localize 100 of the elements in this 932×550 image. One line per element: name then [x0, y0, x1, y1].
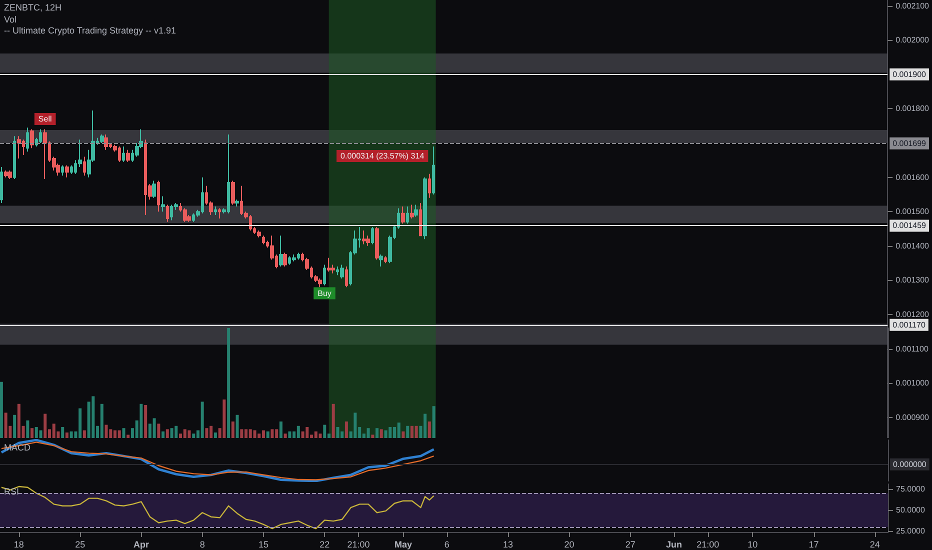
- y-tick-label: 0.001400: [896, 241, 930, 250]
- candlestick: [432, 146, 435, 195]
- bar: [44, 414, 47, 438]
- bar: [253, 430, 256, 438]
- candlestick: [166, 204, 169, 222]
- x-tick-label: 6: [444, 540, 450, 550]
- y-tick-label: 0.001500: [896, 207, 930, 216]
- candlestick: [83, 156, 86, 176]
- annotation: Buy: [318, 288, 332, 298]
- candlestick: [371, 226, 374, 245]
- y-tick-label: 0.001600: [896, 172, 930, 182]
- candlestick: [8, 170, 12, 180]
- x-tick-label: 15: [258, 540, 268, 550]
- bar: [222, 400, 226, 438]
- candlestick: [428, 173, 431, 198]
- x-tick-label: 25: [75, 540, 86, 550]
- bar: [52, 424, 56, 438]
- candlestick: [384, 256, 387, 264]
- bar: [109, 429, 112, 438]
- bar: [354, 412, 357, 438]
- bar: [140, 404, 143, 438]
- x-tick-label: 18: [14, 540, 24, 550]
- bar: [174, 426, 178, 438]
- candlestick: [235, 199, 239, 207]
- y-tick-label: 0.002000: [896, 36, 930, 45]
- bar: [13, 414, 16, 438]
- candlestick: [122, 146, 125, 162]
- bar: [371, 434, 374, 438]
- bar: [270, 429, 274, 438]
- x-tick-label: 21:00: [347, 540, 370, 550]
- candlestick: [419, 202, 422, 236]
- candlestick: [39, 128, 42, 144]
- bar: [214, 432, 217, 438]
- bar: [82, 430, 86, 438]
- bar: [240, 429, 244, 438]
- bar: [306, 427, 309, 438]
- bar: [26, 420, 30, 438]
- bar: [428, 422, 431, 438]
- candlestick: [279, 235, 283, 268]
- candlestick: [0, 166, 3, 204]
- bar: [323, 424, 326, 438]
- bar: [162, 431, 165, 438]
- y-tick-label: 0.001300: [896, 276, 930, 285]
- text: -- Ultimate Crypto Trading Strategy -- v1.91: [4, 26, 176, 36]
- y-tick-label: 0.001800: [896, 104, 930, 114]
- chart-title: ZENBTC, 12H: [4, 2, 62, 12]
- candlestick: [327, 257, 331, 272]
- bar: [366, 428, 370, 438]
- ref-line-label: 0.001900: [892, 70, 927, 79]
- bar: [70, 431, 73, 438]
- candlestick: [13, 136, 16, 180]
- bar: [188, 430, 191, 438]
- bar: [406, 426, 410, 438]
- bar: [296, 426, 300, 438]
- candlestick: [323, 264, 326, 286]
- x-tick-label: 22: [320, 540, 330, 550]
- bar: [262, 430, 265, 438]
- bar: [183, 429, 186, 438]
- bar: [288, 431, 292, 438]
- bar: [4, 412, 8, 438]
- bar: [39, 430, 42, 438]
- bar: [0, 382, 3, 438]
- x-tick-label: 13: [503, 540, 514, 550]
- y-tick-label: 0.001200: [896, 310, 930, 320]
- candlestick: [65, 164, 69, 178]
- bar: [104, 424, 108, 438]
- bar: [100, 404, 104, 438]
- x-tick-label: 17: [808, 540, 819, 550]
- candlestick: [406, 206, 409, 224]
- bar: [144, 405, 148, 438]
- candlestick: [30, 128, 34, 149]
- bar: [61, 427, 64, 438]
- bar: [231, 422, 234, 438]
- candlestick: [100, 134, 104, 144]
- candlestick: [152, 180, 156, 198]
- candlestick: [17, 136, 21, 159]
- bar: [258, 434, 261, 438]
- bar: [402, 431, 405, 438]
- bar: [284, 434, 287, 438]
- y-tick-label: 0.001000: [896, 378, 930, 388]
- bar: [122, 428, 126, 438]
- y-tick-label: 50.0000: [896, 506, 926, 515]
- bar: [279, 422, 282, 438]
- ref-line-label: 0.000000: [893, 460, 927, 469]
- bar: [388, 427, 392, 438]
- bar: [332, 404, 335, 438]
- bar: [344, 422, 348, 438]
- y-tick-label: 75.0000: [896, 484, 926, 494]
- bar: [336, 427, 340, 438]
- candlestick: [161, 196, 165, 212]
- bar: [92, 396, 95, 438]
- bar: [414, 426, 418, 438]
- y-tick-label: 0.002100: [896, 1, 930, 10]
- candlestick: [362, 230, 366, 245]
- x-tick-label: 21:00: [696, 540, 720, 550]
- candlestick: [340, 264, 344, 280]
- bar: [301, 431, 304, 438]
- candlestick: [214, 206, 217, 216]
- bar: [236, 414, 239, 438]
- bar: [30, 428, 34, 438]
